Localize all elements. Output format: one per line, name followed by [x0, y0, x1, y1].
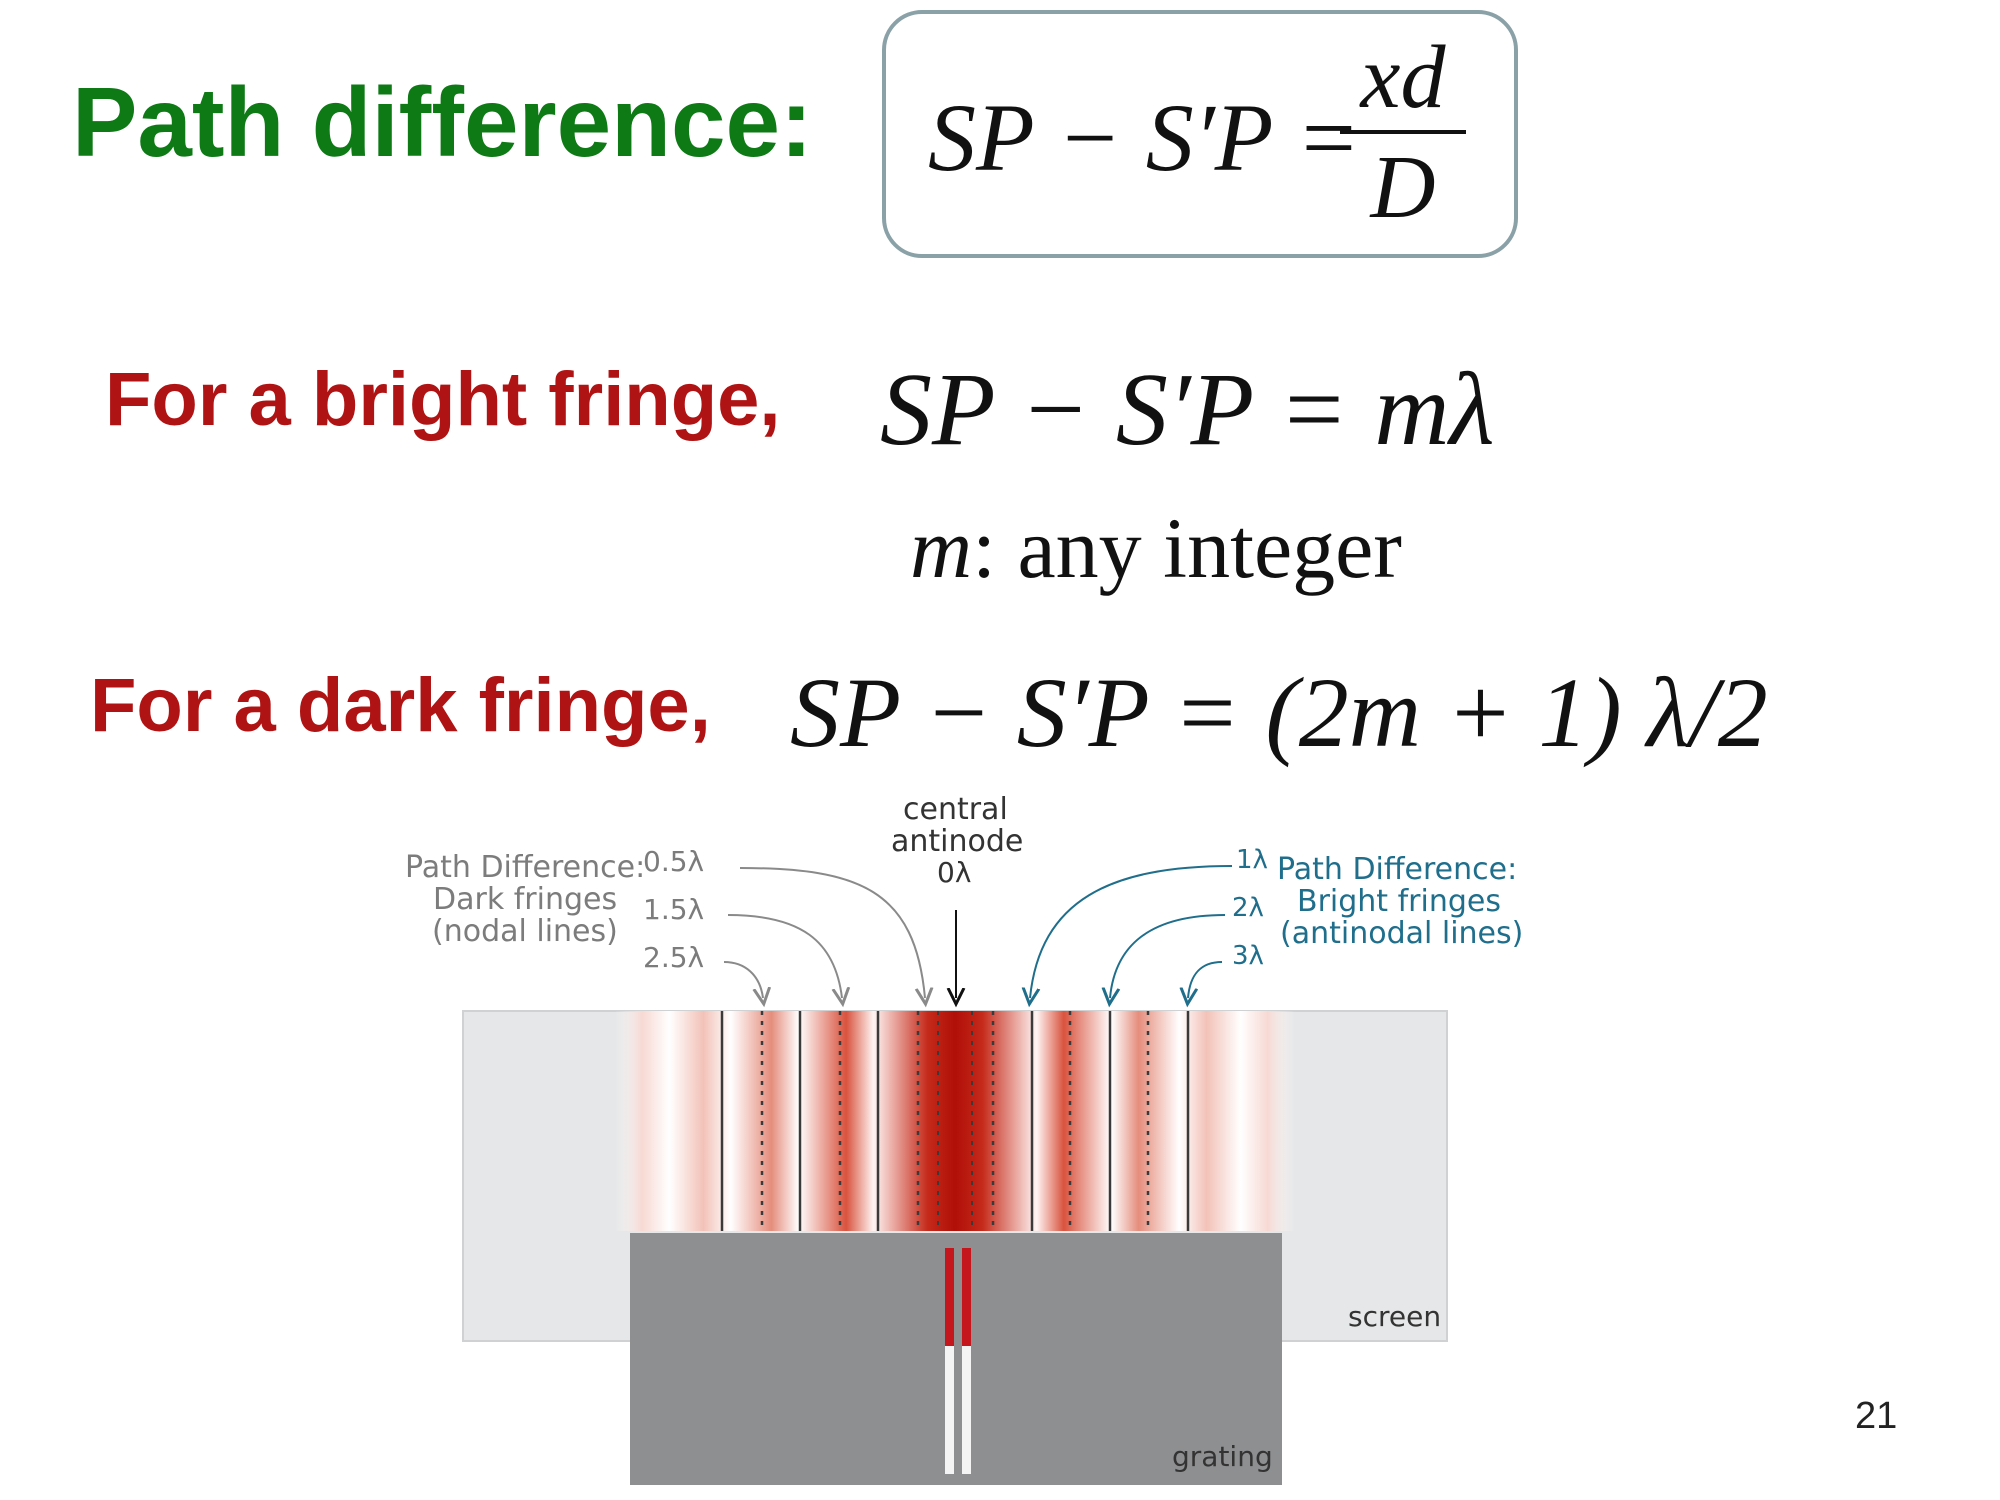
- screen-label: screen: [1348, 1300, 1442, 1333]
- bright-fringe-equation: SP − S′P = mλ: [880, 352, 1495, 467]
- arrow-3: [1188, 961, 1223, 998]
- path-difference-lhs: SP − S′P =: [928, 84, 1361, 191]
- nodal-lines: [720, 1011, 1190, 1231]
- dark-fringe-label: For a dark fringe,: [90, 663, 711, 748]
- dark-value-1-5: 1.5λ: [643, 893, 705, 926]
- dark-path-heading: Path Difference:: [405, 850, 646, 885]
- arrow-1: [1030, 865, 1233, 998]
- fraction-bar: [1340, 130, 1466, 134]
- bright-fringe-label: For a bright fringe,: [105, 357, 781, 442]
- dark-fringe-equation: SP − S′P = (2m + 1) λ/2: [790, 657, 1768, 768]
- arrow-1-5: [727, 914, 842, 998]
- fraction-numerator: xd: [1360, 28, 1446, 127]
- bright-path-heading: Path Difference:: [1277, 852, 1518, 887]
- antinode-label: antinode: [891, 824, 1024, 859]
- fraction-denominator: D: [1370, 138, 1436, 237]
- slit: [962, 1248, 971, 1474]
- antinodal-lines: [760, 1011, 1150, 1231]
- bright-value-3: 3λ: [1232, 941, 1264, 971]
- arrow-2: [1110, 914, 1226, 998]
- nodal-lines-label: (nodal lines): [432, 914, 618, 949]
- bright-value-2: 2λ: [1232, 893, 1264, 923]
- page-title: Path difference:: [72, 67, 813, 177]
- slit: [945, 1248, 954, 1474]
- central-value: 0λ: [937, 856, 972, 889]
- bright-fringes-label: Bright fringes: [1297, 884, 1501, 919]
- bright-value-1: 1λ: [1236, 845, 1268, 875]
- antinodal-lines-label: (antinodal lines): [1280, 916, 1524, 951]
- fringe-pattern: [615, 1011, 1295, 1231]
- slit-red: [962, 1248, 971, 1346]
- fraction-xd-over-d: xd D: [1340, 30, 1466, 238]
- dark-fringes-label: Dark fringes: [433, 882, 618, 917]
- dark-value-2-5: 2.5λ: [643, 941, 705, 974]
- grating: [630, 1233, 1282, 1485]
- dark-value-0-5: 0.5λ: [643, 845, 705, 878]
- formula-box: [882, 10, 1518, 258]
- central-label: central: [903, 792, 1008, 827]
- arrow-0-5: [739, 867, 925, 998]
- integer-note: m: any integer: [910, 500, 1402, 596]
- page-number: 21: [1855, 1395, 1898, 1437]
- arrow-2-5: [723, 961, 763, 998]
- grating-label: grating: [1172, 1440, 1273, 1473]
- slit-red: [945, 1248, 954, 1346]
